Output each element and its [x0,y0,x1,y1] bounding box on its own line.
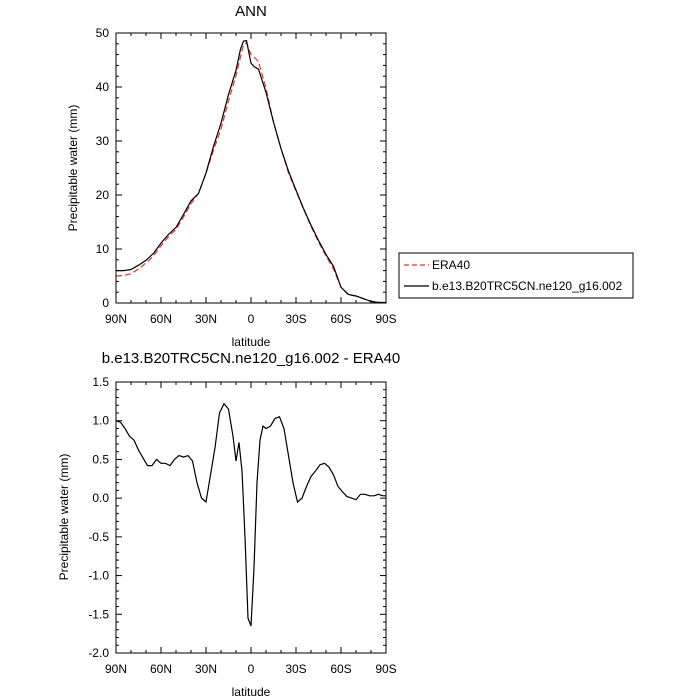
bottom-chart: b.e13.B20TRC5CN.ne120_g16.002 - ERA40 90… [57,350,400,699]
x-tick-label: 30N [195,662,217,676]
bottom-chart-plot-frame [115,381,387,654]
top-chart-ticks: 90N 60N 30N 0 30S 60S 90S 0 10 20 30 40 50 [96,26,397,326]
bottom-chart-xlabel: latitude [232,685,271,699]
y-tick-label: 1.0 [92,414,109,428]
x-tick-label: 60N [150,662,172,676]
bottom-chart-series [115,402,386,627]
y-tick-label: -1.0 [88,569,109,583]
top-chart-series [115,39,386,304]
y-tick-label: 20 [96,188,110,202]
top-chart-plot-frame [115,32,387,304]
difference-line [115,402,386,627]
x-tick-label: 60S [330,662,351,676]
y-tick-label: 30 [96,134,110,148]
y-tick-label: -2.0 [88,646,109,660]
y-tick-label: -0.5 [88,530,109,544]
y-tick-label: 0 [102,296,109,310]
top-chart-title: ANN [235,3,267,20]
y-tick-label: 40 [96,80,110,94]
x-tick-label: 30S [285,312,306,326]
bottom-chart-title: b.e13.B20TRC5CN.ne120_g16.002 - ERA40 [102,350,401,367]
x-tick-label: 60S [330,312,351,326]
legend-label-era40: ERA40 [432,258,470,272]
x-tick-label: 0 [248,312,255,326]
top-chart-ylabel: Precipitable water (mm) [66,105,80,232]
legend-label-model: b.e13.B20TRC5CN.ne120_g16.002 [432,279,622,293]
legend-box [398,252,634,299]
x-tick-label: 60N [150,312,172,326]
top-chart-xlabel: latitude [232,335,271,349]
x-tick-label: 90N [105,312,127,326]
era40-line [115,41,386,304]
x-tick-label: 90N [105,662,127,676]
x-tick-label: 30N [195,312,217,326]
b-e13-b20trc5cn-ne120-g16-002-line [116,39,386,304]
y-tick-label: 1.5 [92,375,109,389]
x-tick-label: 90S [375,312,396,326]
y-tick-label: 0.0 [92,491,109,505]
legend: ERA40 b.e13.B20TRC5CN.ne120_g16.002 [398,252,634,299]
y-tick-label: 50 [96,26,110,40]
y-tick-label: 0.5 [92,452,109,466]
y-tick-label: 10 [96,242,110,256]
top-chart: ANN 90N 60N 30N 0 30S 60S 90S 0 10 20 30 40 50 Preci… [66,3,634,349]
x-tick-label: 0 [248,662,255,676]
bottom-chart-ylabel: Precipitable water (mm) [57,454,71,581]
bottom-chart-ticks: 90N 60N 30N 0 30S 60S 90S 1.5 1.0 0.5 0.0 -0.5 -1.0 -… [88,375,396,676]
x-tick-label: 30S [285,662,306,676]
y-tick-label: -1.5 [88,607,109,621]
x-tick-label: 90S [375,662,396,676]
